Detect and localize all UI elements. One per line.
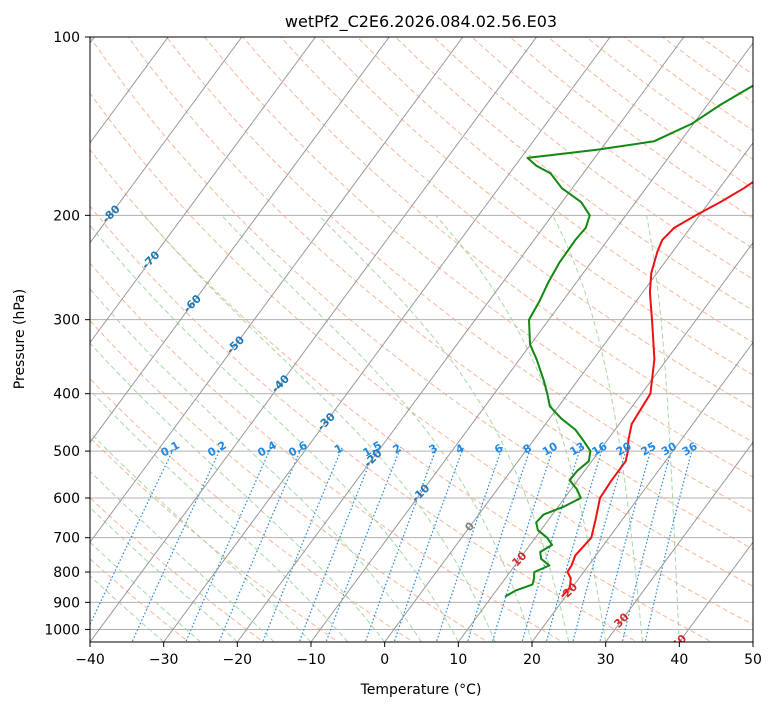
y-axis-label: Pressure (hPa) — [12, 289, 28, 389]
x-tick-label: −10 — [296, 652, 326, 668]
y-tick-label: 400 — [53, 387, 80, 403]
x-tick-label: 30 — [597, 652, 615, 668]
y-tick-label: 500 — [53, 444, 80, 460]
y-tick-label: 600 — [53, 491, 80, 507]
y-tick-label: 900 — [53, 595, 80, 611]
x-tick-label: 20 — [523, 652, 541, 668]
y-tick-label: 100 — [53, 30, 80, 46]
x-tick-label: 10 — [449, 652, 467, 668]
x-tick-label: 50 — [744, 652, 762, 668]
x-tick-label: 0 — [380, 652, 389, 668]
y-tick-label: 700 — [53, 531, 80, 547]
y-tick-label: 200 — [53, 208, 80, 224]
chart-title: wetPf2_C2E6.2026.084.02.56.E03 — [285, 12, 557, 32]
y-tick-label: 800 — [53, 565, 80, 581]
x-tick-label: −40 — [75, 652, 105, 668]
x-tick-label: −20 — [223, 652, 253, 668]
x-axis-label: Temperature (°C) — [360, 682, 482, 698]
y-tick-label: 1000 — [44, 622, 80, 638]
x-tick-label: −30 — [149, 652, 179, 668]
x-tick-label: 40 — [670, 652, 688, 668]
y-tick-label: 300 — [53, 313, 80, 329]
